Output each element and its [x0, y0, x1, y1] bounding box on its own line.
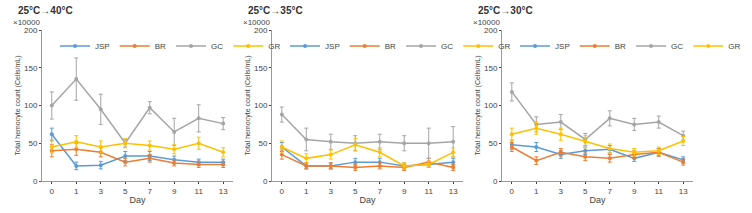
svg-text:1: 1 — [534, 187, 539, 196]
svg-text:BR: BR — [385, 42, 396, 51]
svg-text:Day: Day — [590, 195, 607, 205]
svg-text:5: 5 — [583, 187, 588, 196]
svg-text:JSP: JSP — [325, 42, 340, 51]
svg-text:50: 50 — [28, 139, 37, 148]
svg-text:0: 0 — [510, 187, 515, 196]
svg-text:0: 0 — [33, 177, 38, 186]
svg-text:50: 50 — [489, 139, 498, 148]
svg-text:0: 0 — [263, 177, 268, 186]
svg-text:200: 200 — [254, 26, 268, 35]
svg-text:9: 9 — [632, 187, 637, 196]
svg-text:9: 9 — [402, 187, 407, 196]
svg-text:100: 100 — [24, 101, 38, 110]
svg-text:JSP: JSP — [95, 42, 110, 51]
svg-text:GC: GC — [211, 42, 223, 51]
svg-text:150: 150 — [24, 64, 38, 73]
svg-text:1: 1 — [74, 187, 79, 196]
svg-text:11: 11 — [425, 187, 434, 196]
svg-text:200: 200 — [24, 26, 38, 35]
svg-text:25°C→35°C: 25°C→35°C — [248, 5, 303, 16]
svg-text:Total hemocyte count (Cells/mL: Total hemocyte count (Cells/mL) — [14, 56, 22, 156]
svg-text:11: 11 — [655, 187, 664, 196]
svg-text:×10000: ×10000 — [13, 18, 40, 27]
svg-text:50: 50 — [259, 139, 268, 148]
svg-text:7: 7 — [608, 187, 613, 196]
svg-text:150: 150 — [254, 64, 268, 73]
svg-text:Total hemocyte count (Cells/mL: Total hemocyte count (Cells/mL) — [474, 56, 482, 156]
svg-text:×10000: ×10000 — [243, 18, 270, 27]
svg-text:9: 9 — [172, 187, 177, 196]
svg-text:GR: GR — [728, 42, 740, 51]
svg-text:BR: BR — [615, 42, 626, 51]
svg-text:200: 200 — [484, 26, 498, 35]
svg-text:Day: Day — [129, 195, 146, 205]
svg-text:13: 13 — [679, 187, 688, 196]
svg-text:5: 5 — [353, 187, 358, 196]
svg-text:13: 13 — [219, 187, 228, 196]
svg-text:7: 7 — [147, 187, 152, 196]
svg-text:0: 0 — [493, 177, 498, 186]
svg-text:100: 100 — [254, 101, 268, 110]
svg-text:0: 0 — [280, 187, 285, 196]
svg-text:3: 3 — [559, 187, 564, 196]
svg-text:25°C→30°C: 25°C→30°C — [478, 5, 533, 16]
svg-text:3: 3 — [329, 187, 334, 196]
svg-text:11: 11 — [195, 187, 204, 196]
svg-text:100: 100 — [484, 101, 498, 110]
svg-text:7: 7 — [378, 187, 383, 196]
svg-text:GR: GR — [498, 42, 510, 51]
svg-text:25°C→40°C: 25°C→40°C — [18, 5, 73, 16]
svg-text:0: 0 — [50, 187, 55, 196]
svg-text:GC: GC — [671, 42, 683, 51]
svg-text:Total hemocyte count (Cells/mL: Total hemocyte count (Cells/mL) — [244, 56, 252, 156]
svg-text:1: 1 — [304, 187, 309, 196]
svg-text:Day: Day — [359, 195, 376, 205]
svg-text:GR: GR — [268, 42, 280, 51]
svg-text:5: 5 — [123, 187, 128, 196]
svg-text:GC: GC — [441, 42, 453, 51]
svg-text:3: 3 — [99, 187, 104, 196]
svg-text:JSP: JSP — [555, 42, 570, 51]
svg-text:150: 150 — [484, 64, 498, 73]
svg-text:BR: BR — [155, 42, 166, 51]
svg-text:×10000: ×10000 — [473, 18, 500, 27]
svg-text:13: 13 — [449, 187, 458, 196]
